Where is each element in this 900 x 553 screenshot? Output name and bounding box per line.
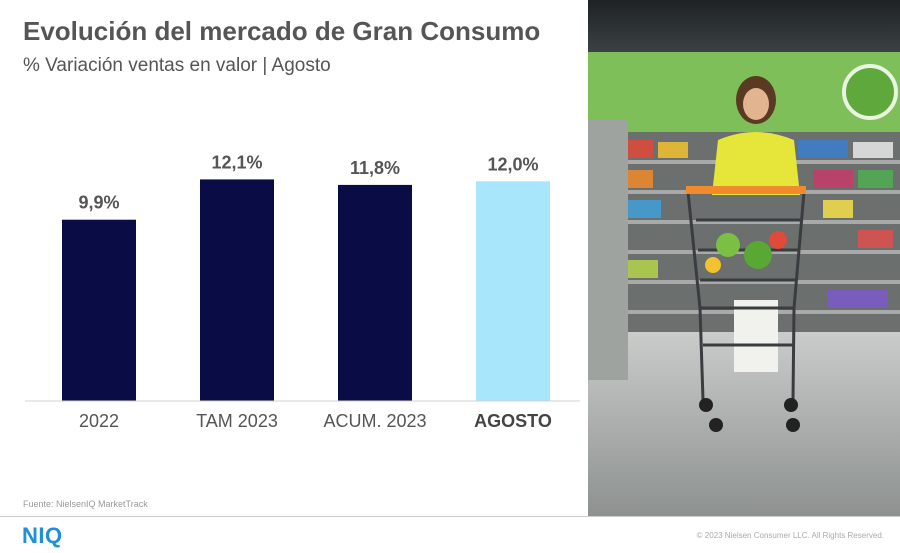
copyright-text: © 2023 Nielsen Consumer LLC. All Rights …: [696, 531, 884, 540]
chart-title: Evolución del mercado de Gran Consumo: [23, 16, 541, 46]
source-note: Fuente: NielsenIQ MarketTrack: [23, 499, 148, 509]
bar-3: [476, 181, 550, 401]
bar-1: [200, 179, 274, 401]
labels-group: 9,9% 2022 12,1% TAM 2023 11,8% ACUM. 2023 12,0…: [78, 152, 551, 431]
bar-chart: 9,9% 2022 12,1% TAM 2023 11,8% ACUM. 2023 12,0…: [25, 152, 580, 431]
category-label-2: ACUM. 2023: [323, 411, 426, 431]
footer-divider: [0, 516, 900, 517]
bars-group: [62, 179, 550, 401]
chart-subtitle: % Variación ventas en valor | Agosto: [23, 55, 331, 76]
category-label-3: AGOSTO: [474, 411, 552, 431]
bar-0: [62, 219, 136, 401]
category-label-0: 2022: [79, 411, 119, 431]
niq-logo: NIQ: [22, 523, 63, 548]
data-label-3: 12,0%: [487, 154, 538, 174]
data-label-2: 11,8%: [350, 158, 400, 178]
data-label-1: 12,1%: [211, 152, 262, 172]
category-label-1: TAM 2023: [196, 411, 278, 431]
shopper-photo-icon: [588, 0, 900, 516]
bar-2: [338, 184, 412, 401]
data-label-0: 9,9%: [78, 193, 119, 213]
